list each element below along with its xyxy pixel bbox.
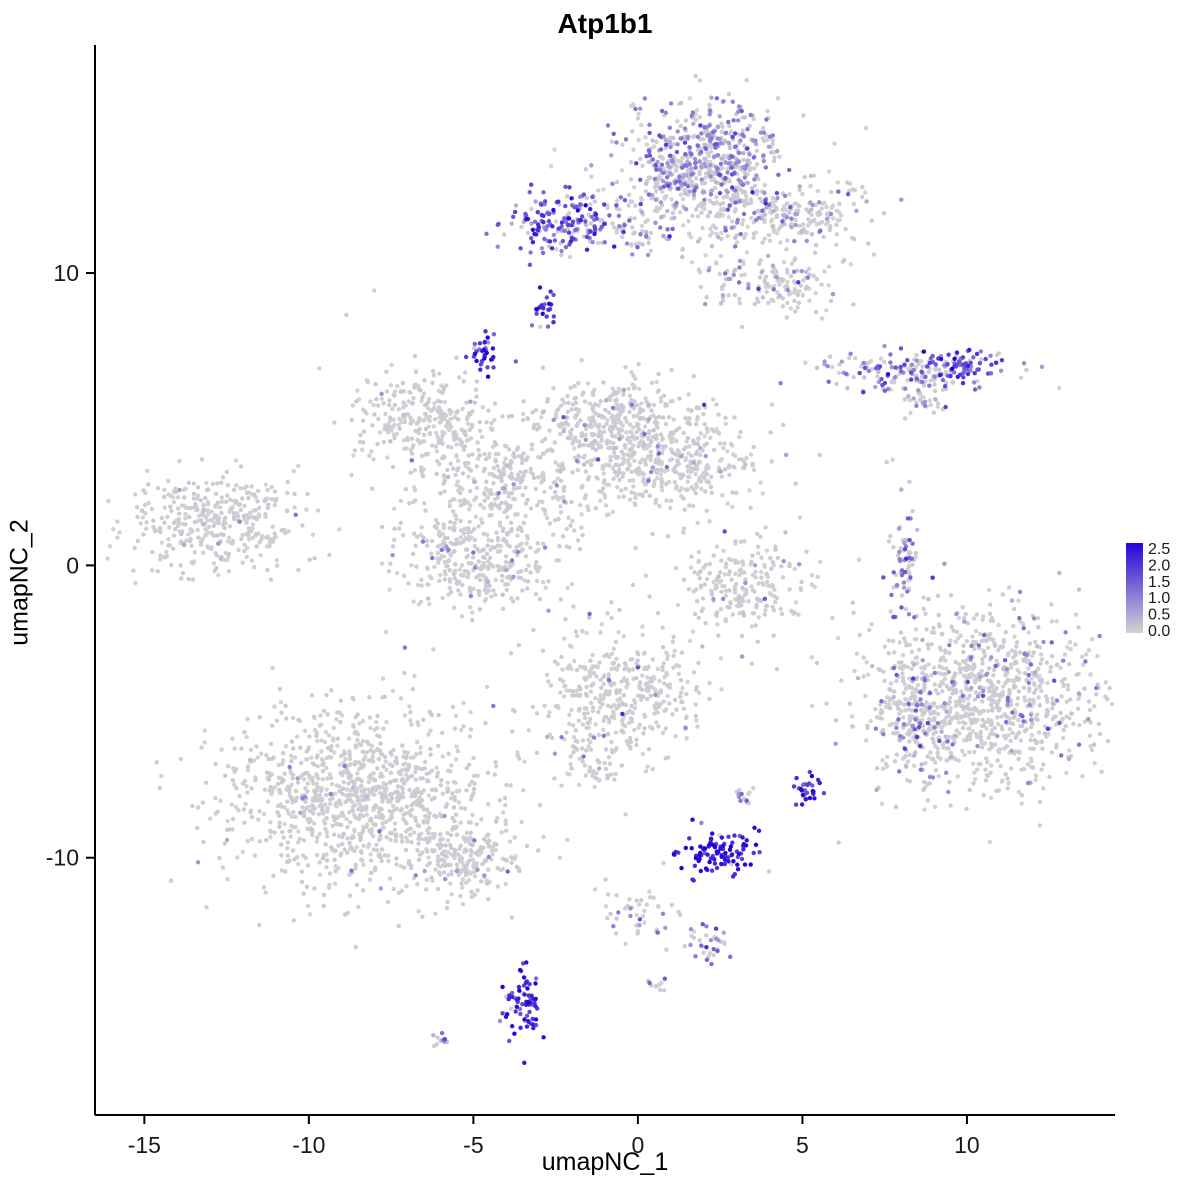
y-tick-label: 0: [66, 552, 79, 578]
x-axis-ticks: -15 -10 -5 0 5 10: [128, 1115, 980, 1158]
y-tick-label: 10: [53, 260, 79, 286]
x-tick-label: -15: [128, 1132, 161, 1158]
legend-tick-label: 2.0: [1148, 557, 1170, 574]
x-tick-label: -5: [463, 1132, 483, 1158]
legend-tick-label: 1.0: [1148, 590, 1170, 607]
x-tick-label: 5: [796, 1132, 809, 1158]
y-axis-ticks: 10 0 -10: [46, 260, 95, 871]
points-layer: [105, 73, 1115, 1066]
legend-tick-label: 0.0: [1148, 623, 1170, 640]
x-axis-title: umapNC_1: [541, 1148, 669, 1176]
legend-tick-label: 2.5: [1148, 541, 1170, 558]
y-tick-label: -10: [46, 845, 79, 871]
legend-tick-label: 0.5: [1148, 607, 1170, 624]
legend-colorbar: 2.52.01.51.00.50.0: [1126, 541, 1170, 640]
x-tick-label: 0: [632, 1132, 645, 1158]
x-tick-label: -10: [292, 1132, 325, 1158]
y-axis-title: umapNC_2: [5, 519, 34, 646]
plot-title: Atp1b1: [557, 8, 653, 39]
x-tick-label: 10: [954, 1132, 980, 1158]
axes: [94, 45, 1115, 1116]
legend-tick-label: 1.5: [1148, 574, 1170, 591]
